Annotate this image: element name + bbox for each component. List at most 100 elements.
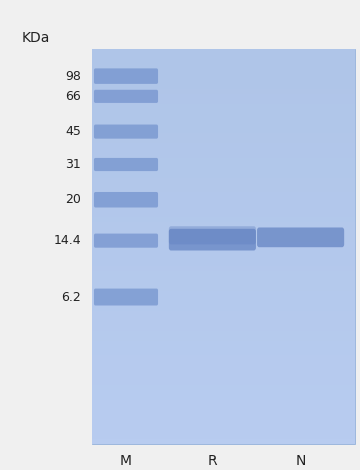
Bar [92,291,355,296]
Bar [92,79,355,84]
Bar [92,227,355,232]
FancyBboxPatch shape [94,289,158,306]
Bar [92,385,355,390]
Text: 98: 98 [65,70,81,83]
Bar [92,405,355,409]
Bar [92,222,355,227]
Bar [92,360,355,365]
Bar [92,212,355,217]
FancyBboxPatch shape [94,234,158,248]
Text: 45: 45 [65,125,81,138]
Bar [92,272,355,276]
Bar [92,168,355,173]
Bar [92,197,355,202]
Bar [92,49,355,54]
Bar [92,64,355,69]
Bar [92,326,355,331]
Bar [92,351,355,355]
Bar [92,148,355,153]
Text: N: N [296,454,306,468]
Text: 6.2: 6.2 [61,290,81,304]
Bar [92,123,355,128]
Bar [92,89,355,94]
Bar [92,133,355,138]
Bar [92,296,355,301]
Bar [92,390,355,395]
Bar [92,69,355,74]
Bar [92,345,355,351]
Bar [92,395,355,400]
Bar [92,257,355,261]
FancyBboxPatch shape [169,226,256,244]
Bar [92,217,355,222]
Bar [92,237,355,242]
Bar [92,430,355,434]
Bar [92,311,355,316]
Bar [92,380,355,385]
Bar [92,84,355,89]
Bar [92,103,355,109]
Bar [92,276,355,281]
Bar [92,118,355,123]
Bar [92,424,355,430]
Bar [92,370,355,375]
Bar [92,306,355,311]
Bar [92,301,355,306]
Text: M: M [120,454,132,468]
Bar [92,400,355,405]
Bar [92,193,355,197]
Text: 20: 20 [65,193,81,206]
FancyBboxPatch shape [94,90,158,103]
Text: 31: 31 [65,158,81,171]
Bar [92,94,355,99]
Bar [92,54,355,59]
Bar [92,138,355,143]
Bar [92,375,355,380]
FancyBboxPatch shape [94,158,158,171]
FancyBboxPatch shape [94,68,158,84]
Text: KDa: KDa [22,31,50,45]
Bar [92,336,355,340]
Bar [92,365,355,370]
Bar [92,247,355,252]
Bar [92,74,355,79]
Bar [92,109,355,113]
FancyBboxPatch shape [257,227,344,247]
Bar [92,182,355,188]
Bar [92,158,355,163]
Bar [92,59,355,64]
Bar [92,331,355,336]
Bar [92,419,355,424]
Bar [92,113,355,118]
Bar [92,178,355,182]
Bar [92,261,355,266]
Bar [92,266,355,272]
Bar [92,340,355,345]
Bar [92,252,355,257]
Bar [92,207,355,212]
Bar [92,188,355,193]
Bar [92,202,355,207]
Text: R: R [208,454,217,468]
FancyBboxPatch shape [94,125,158,139]
Bar [92,163,355,168]
FancyBboxPatch shape [94,192,158,208]
Bar [92,232,355,237]
Bar [92,153,355,158]
Bar [92,143,355,148]
Bar [92,409,355,415]
Bar [92,321,355,326]
FancyBboxPatch shape [169,229,256,251]
Text: 14.4: 14.4 [53,234,81,247]
Bar [92,316,355,321]
Bar [92,415,355,419]
Bar [92,128,355,133]
Bar [92,355,355,360]
Bar [92,242,355,247]
Bar [92,286,355,291]
Bar [92,439,355,444]
Bar [92,173,355,178]
Bar [92,99,355,103]
Bar [92,281,355,286]
Bar [92,434,355,439]
